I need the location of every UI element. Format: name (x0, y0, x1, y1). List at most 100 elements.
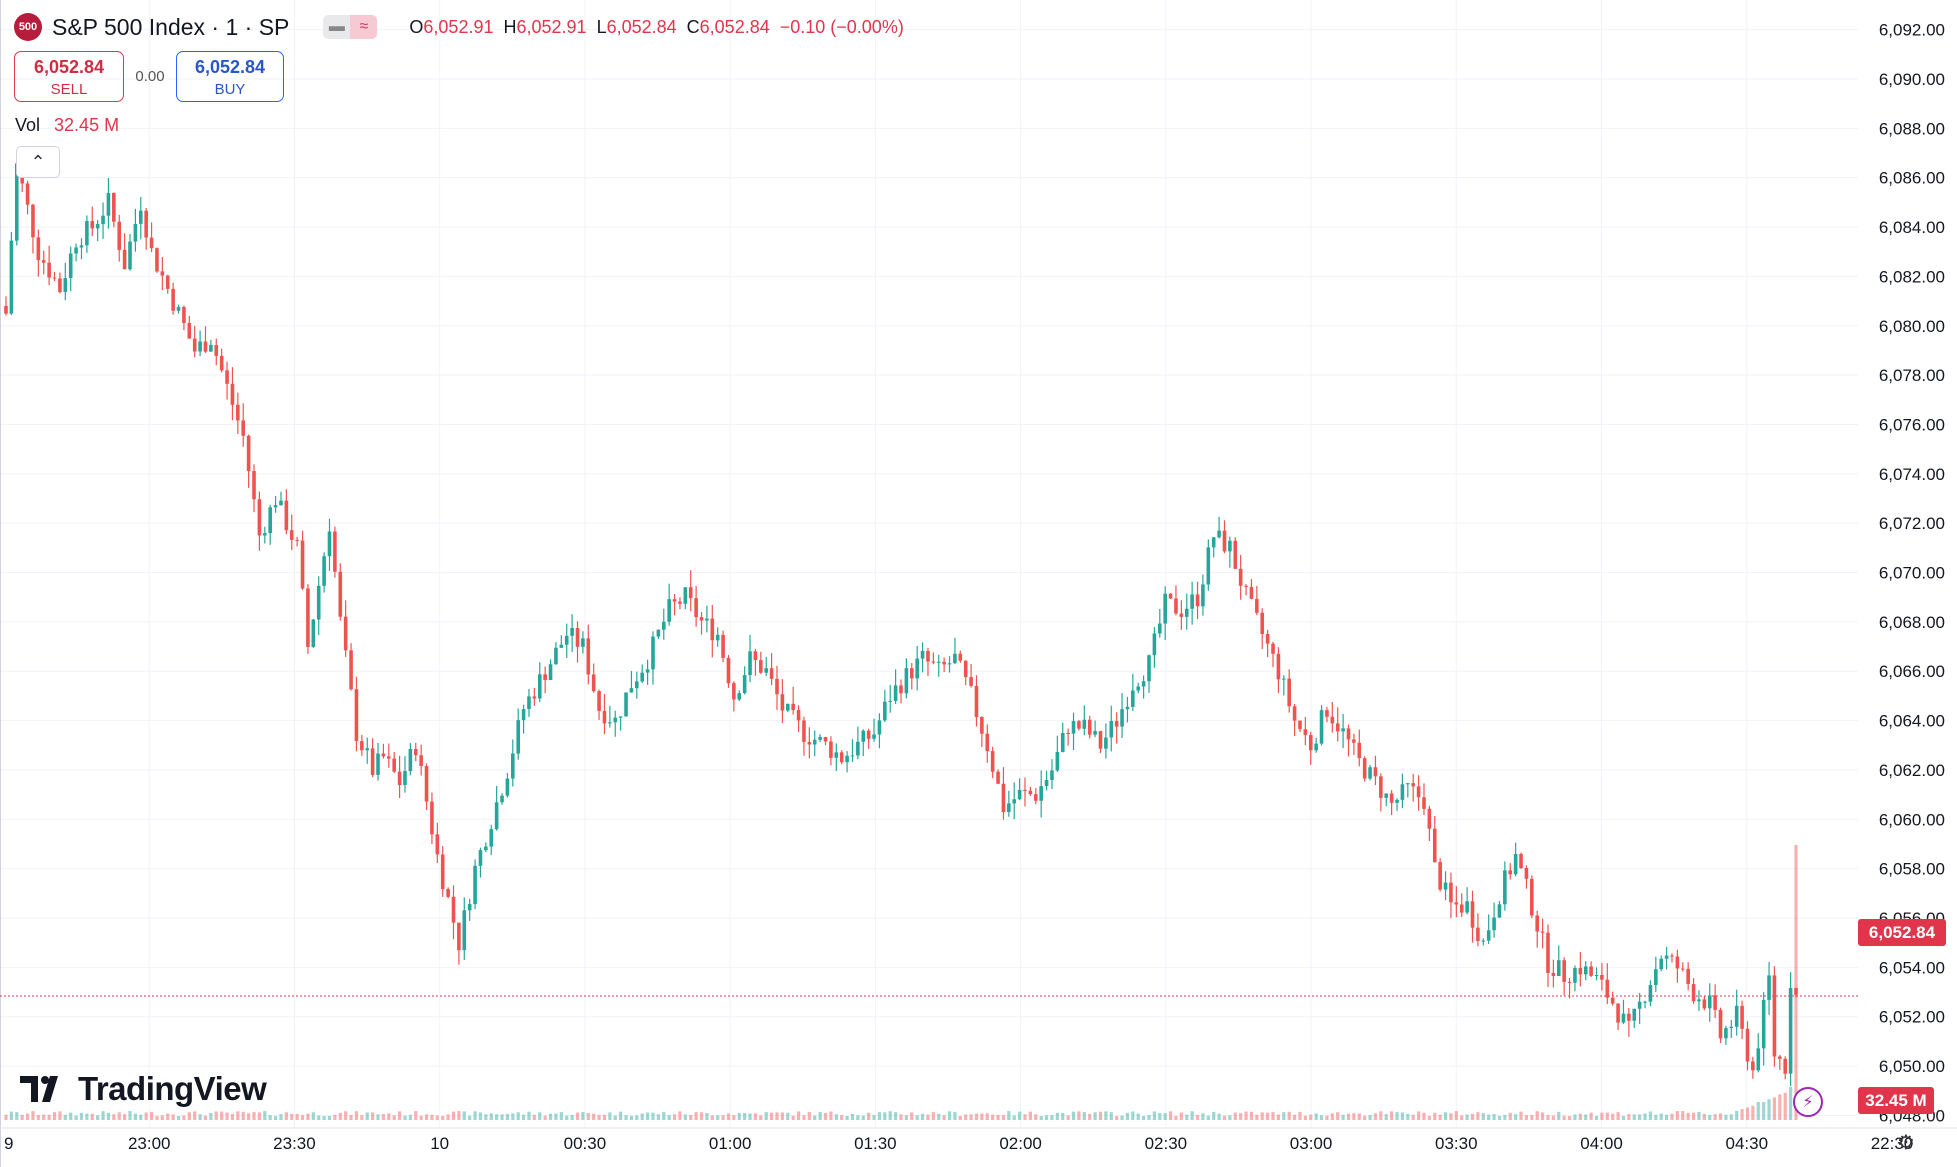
candle-body (214, 345, 219, 356)
candle-body (1476, 927, 1480, 941)
volume-bar (182, 1115, 186, 1120)
volume-bar (1686, 1112, 1690, 1120)
volume-bar (1287, 1111, 1291, 1120)
volume-bar (155, 1115, 159, 1120)
candle-body (872, 734, 876, 739)
volume-bar (500, 1114, 504, 1120)
candle-body (1530, 878, 1534, 916)
volume-bar (214, 1111, 218, 1120)
volume-bar (139, 1114, 143, 1120)
volume-bar (128, 1111, 132, 1120)
volume-bar (608, 1112, 612, 1120)
candle-body (1373, 767, 1378, 777)
candle-body (1222, 530, 1227, 552)
volume-bar (495, 1114, 499, 1120)
volume-bar (969, 1114, 973, 1120)
candle-body (834, 752, 839, 758)
volume-bar (996, 1114, 1000, 1120)
candle-body (1125, 706, 1130, 710)
candle-body (494, 802, 499, 830)
candle-body (1017, 789, 1022, 800)
candle-body (586, 638, 591, 675)
buy-button[interactable]: 6,052.84 BUY (176, 51, 284, 102)
hide-legend-icon[interactable]: ▬ (323, 15, 351, 39)
volume-bar (1185, 1114, 1189, 1120)
volume-bar (629, 1115, 634, 1120)
collapse-legend-button[interactable]: ⌃ (16, 146, 60, 178)
volume-bar (635, 1115, 639, 1120)
volume-bar (1352, 1113, 1356, 1120)
candle-body (742, 675, 747, 694)
symbol-title[interactable]: S&P 500 Index · 1 · SP (52, 13, 290, 40)
volume-bar (1718, 1113, 1723, 1120)
candle-body (505, 778, 510, 796)
volume-bar (419, 1115, 423, 1120)
candle-body (176, 306, 181, 311)
candle-body (1686, 968, 1690, 985)
candle-body (68, 253, 73, 279)
volume-bar (1125, 1112, 1130, 1120)
volume-bar (505, 1113, 510, 1120)
volume-bar (1115, 1115, 1119, 1120)
candle-body (311, 619, 316, 647)
volume-bar (1379, 1111, 1383, 1120)
volume-bar (1018, 1111, 1022, 1120)
candle-body (1163, 593, 1167, 624)
candle-body (1233, 540, 1238, 569)
candle-body (1179, 613, 1184, 617)
time-tick-label: 03:30 (1435, 1134, 1478, 1153)
volume-bar (1390, 1111, 1394, 1120)
volume-bar (726, 1113, 731, 1120)
volume-bar (856, 1115, 860, 1120)
volume-bar (1136, 1113, 1140, 1120)
volume-bar (597, 1114, 601, 1120)
candle-body (796, 710, 801, 721)
candle-body (1335, 723, 1340, 732)
candle-body (1648, 985, 1653, 1002)
candle-body (79, 245, 84, 248)
volume-bar (791, 1115, 795, 1120)
candle-body (1314, 743, 1318, 751)
volume-bar (403, 1115, 407, 1120)
sell-button[interactable]: 6,052.84 SELL (14, 51, 124, 102)
candle-body (1713, 995, 1717, 1010)
candle-body (300, 540, 305, 589)
volume-bar (257, 1112, 262, 1120)
candle-body (618, 716, 623, 718)
volume-bar (565, 1115, 569, 1120)
header-toggles: ▬ ≈ (323, 15, 378, 39)
candle-body (1077, 721, 1081, 729)
candle-body (306, 588, 310, 647)
volume-bar (1034, 1114, 1038, 1120)
candle-body (1287, 678, 1291, 707)
brand-name: TradingView (78, 1070, 267, 1107)
candle-body (14, 163, 19, 241)
candle-body (1443, 882, 1448, 890)
candle-body (252, 471, 256, 500)
symbol-header: 500 S&P 500 Index · 1 · SP ▬ ≈ O6,052.91… (14, 10, 904, 44)
candle-body (748, 651, 752, 676)
tradingview-logo[interactable]: TradingView (20, 1070, 267, 1108)
candle-body (9, 240, 14, 314)
volume-bar (209, 1112, 213, 1120)
candle-body (230, 383, 235, 405)
compare-icon[interactable]: ≈ (350, 15, 378, 39)
volume-bar (813, 1115, 817, 1120)
buy-price: 6,052.84 (194, 57, 266, 77)
volume-bar (414, 1111, 418, 1120)
candle-body (1497, 904, 1502, 918)
volume-bar (149, 1111, 154, 1120)
candle-body (732, 683, 736, 700)
volume-bar (31, 1111, 35, 1120)
candle-body (1567, 981, 1572, 983)
candle-body (1767, 975, 1771, 1000)
volume-bar (344, 1111, 348, 1120)
gear-icon[interactable]: ⚙ (1897, 1131, 1915, 1154)
volume-bar (101, 1111, 105, 1120)
volume-bar (1422, 1112, 1426, 1120)
volume-bar (1001, 1115, 1006, 1120)
lightning-icon[interactable]: ⚡ (1793, 1087, 1823, 1117)
close-label: C (686, 16, 700, 37)
volume-bar (90, 1113, 94, 1120)
